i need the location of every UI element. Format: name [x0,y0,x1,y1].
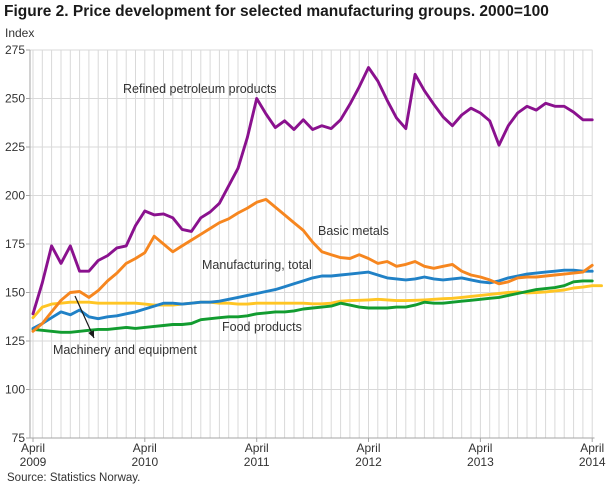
series-label-machinery-and-equipment: Machinery and equipment [53,343,197,357]
x-tick-label: April 2009 [20,441,47,469]
x-tick-label: April 2014 [579,441,606,469]
y-tick-label: 200 [5,189,25,203]
source-note: Source: Statistics Norway. [7,472,141,484]
y-tick-label: 275 [5,43,25,57]
series-label-manufacturing-total: Manufacturing, total [202,258,312,272]
series-label-basic-metals: Basic metals [318,224,389,238]
chart-title: Figure 2. Price development for selected… [4,3,549,20]
annotation-arrow-head [88,330,94,338]
series-line-food-products [31,279,594,334]
series-label-refined-petroleum-products: Refined petroleum products [123,82,277,96]
x-tick-label: April 2010 [131,441,158,469]
series-label-food-products: Food products [222,320,302,334]
y-tick-label: 125 [5,334,25,348]
y-axis-unit-label: Index [5,26,35,40]
series-line-refined-petroleum-products [31,66,594,316]
x-tick-label: April 2011 [244,441,270,469]
y-tick-label: 150 [5,286,25,300]
y-tick-label: 75 [12,431,26,445]
x-tick-label: April 2012 [355,441,382,469]
annotation-arrow-line [74,295,95,339]
x-tick-label: April 2013 [467,441,494,469]
series-line-basic-metals [31,197,594,333]
series-line-manufacturing-total [31,268,594,330]
series-line-machinery-and-equipment [31,284,603,320]
y-tick-label: 175 [5,237,25,251]
y-tick-label: 250 [5,92,25,106]
y-tick-label: 225 [5,140,25,154]
y-tick-label: 100 [5,383,25,397]
